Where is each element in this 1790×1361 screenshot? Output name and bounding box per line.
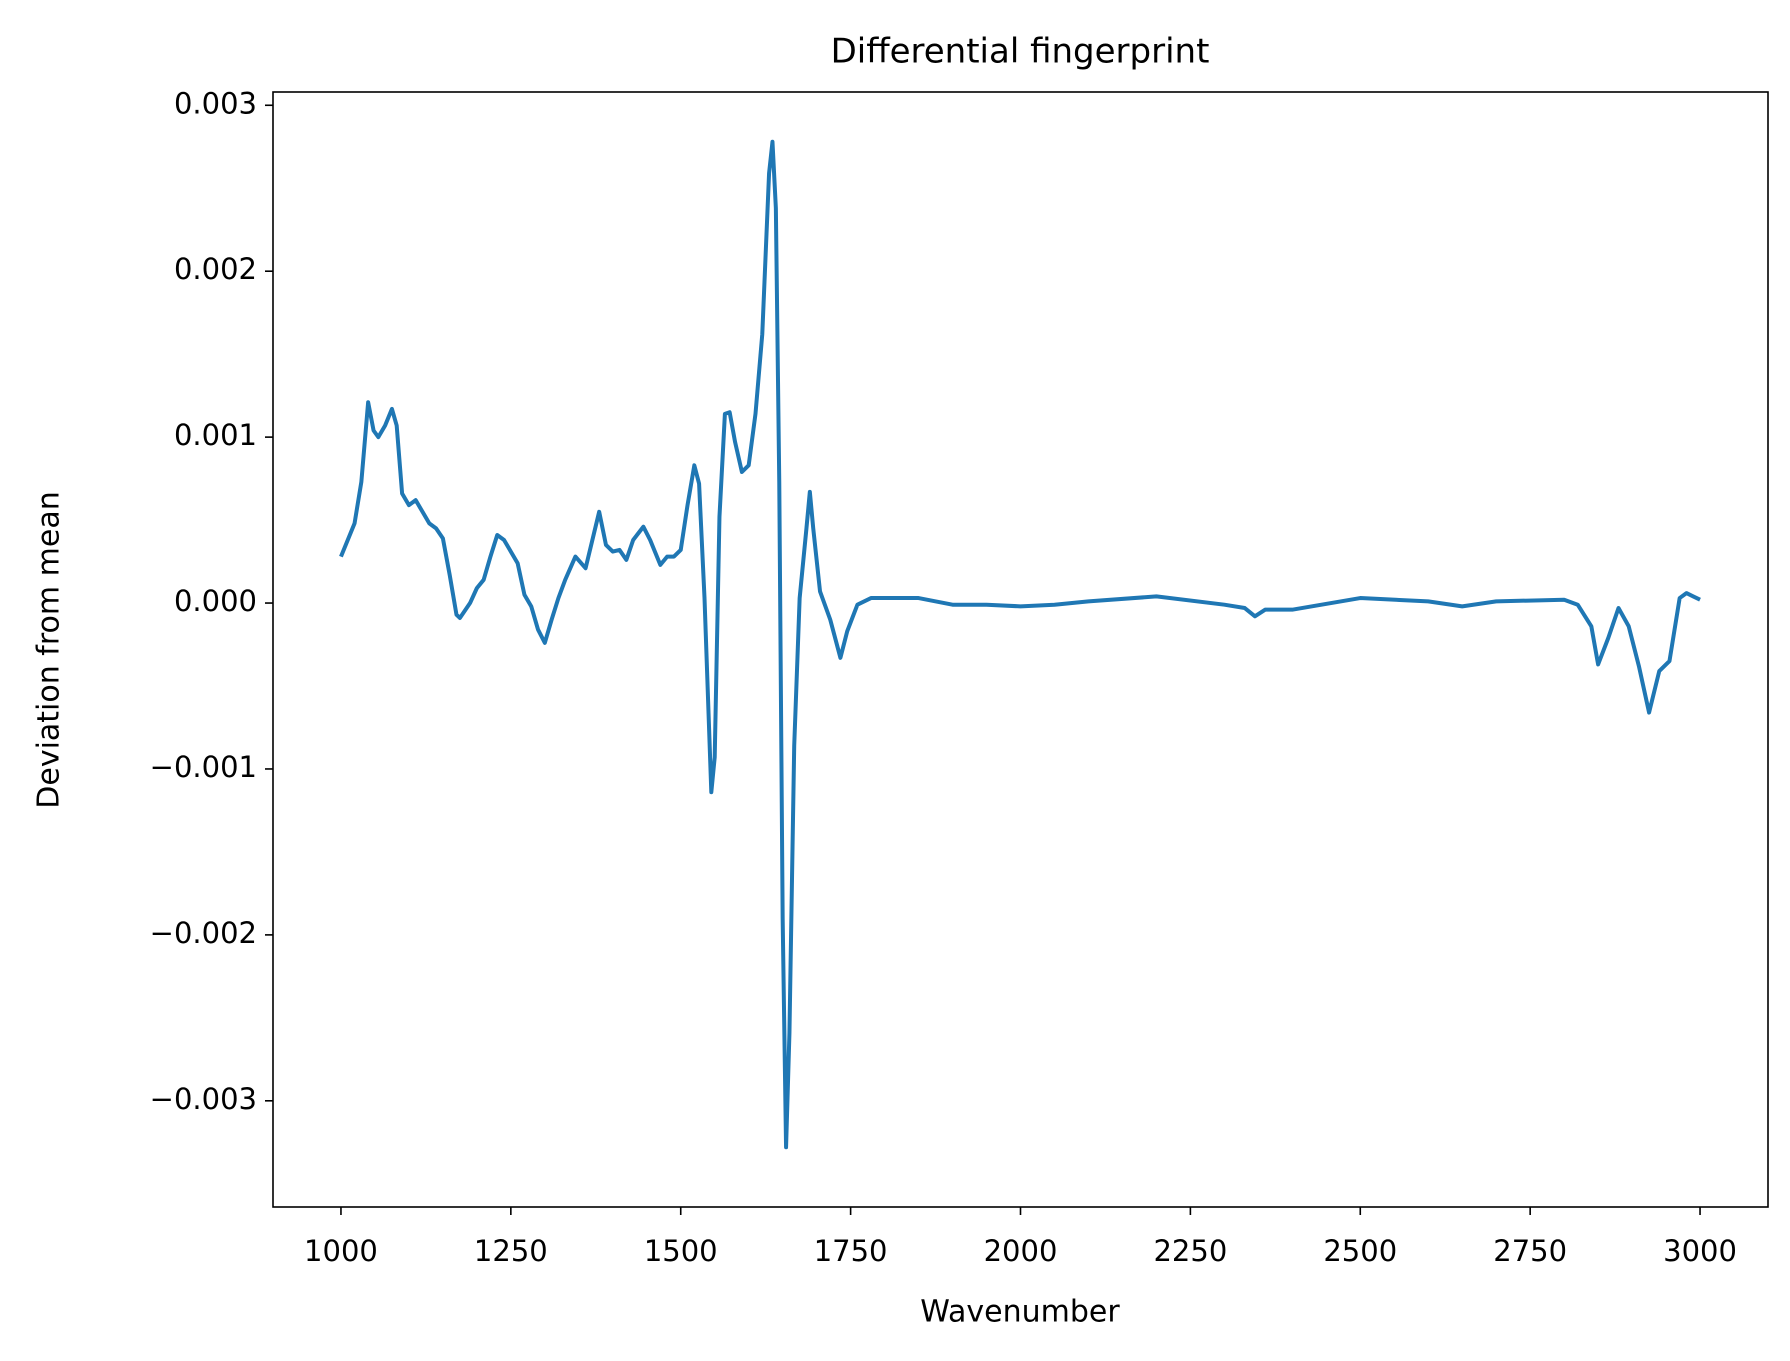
- plot-frame: [272, 91, 1769, 1208]
- x-tick-label: 1000: [304, 1234, 378, 1268]
- y-tick-label: 0.000: [174, 584, 257, 618]
- chart-title: Differential fingerprint: [831, 32, 1210, 72]
- x-tick-label: 1250: [474, 1234, 548, 1268]
- y-tick-label: −0.001: [150, 750, 257, 784]
- x-tick-label: 2000: [984, 1234, 1058, 1268]
- data-line: [339, 139, 1701, 1150]
- x-tick-label: 2500: [1323, 1234, 1397, 1268]
- x-tick-label: 3000: [1663, 1234, 1737, 1268]
- x-tick-label: 1750: [814, 1234, 888, 1268]
- x-tick-label: 1500: [644, 1234, 718, 1268]
- y-tick-label: −0.002: [150, 916, 257, 950]
- y-axis-label: Deviation from mean: [32, 491, 67, 808]
- x-tick-label: 2250: [1153, 1234, 1227, 1268]
- x-tick-label: 2750: [1493, 1234, 1567, 1268]
- y-tick-label: −0.003: [150, 1082, 257, 1116]
- y-tick-label: 0.002: [174, 252, 257, 286]
- y-tick-label: 0.003: [174, 86, 257, 120]
- y-tick-label: 0.001: [174, 418, 257, 452]
- x-axis-label: Wavenumber: [920, 1295, 1120, 1330]
